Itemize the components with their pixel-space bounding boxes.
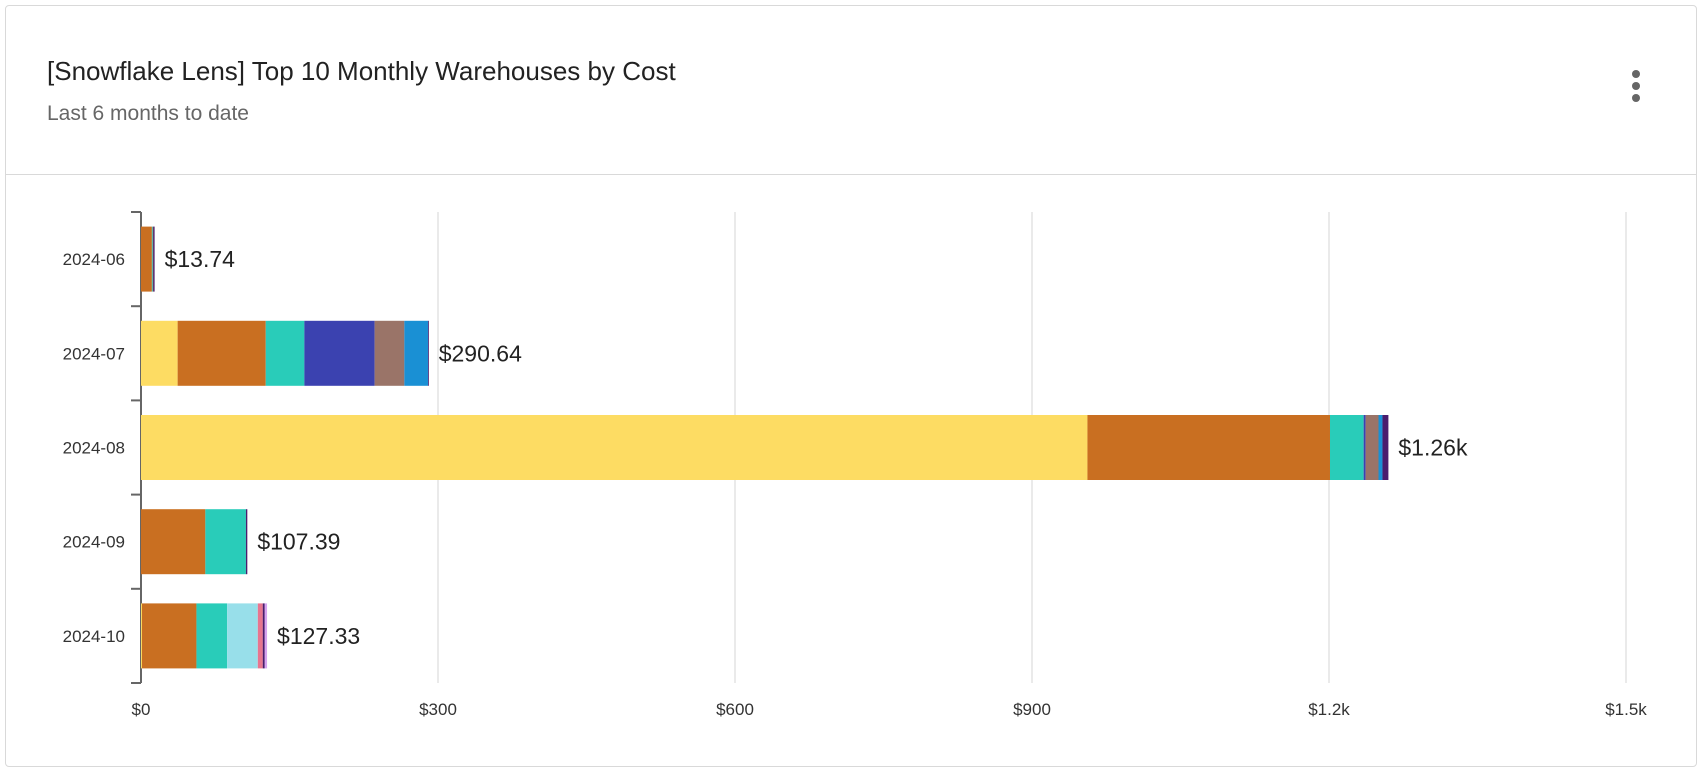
total-label: $107.39 [257,529,340,555]
bar-segment [245,509,248,575]
bar-segment [404,320,429,386]
total-label: $13.74 [165,246,236,272]
bar-segment [264,603,268,669]
bar-segment [304,320,375,386]
bar-segment [141,603,197,669]
bar-segment [1363,415,1366,480]
bar-segment [262,603,265,669]
bar-segment [374,320,405,386]
bar-segment [265,320,305,386]
bar-segment [1365,415,1379,480]
bar-segment [1087,415,1330,480]
chart-title: [Snowflake Lens] Top 10 Monthly Warehous… [47,56,676,86]
y-tick-label: 2024-10 [63,627,125,646]
bar-segment [257,603,263,669]
total-label: $290.64 [439,340,522,366]
total-label: $1.26k [1398,435,1468,461]
chart-card: [Snowflake Lens] Top 10 Monthly Warehous… [5,5,1697,767]
bar-segment [1382,415,1389,480]
more-vertical-icon[interactable] [1626,70,1646,110]
x-tick-label: $1.5k [1605,700,1647,719]
bar-segment [428,320,429,386]
y-tick-label: 2024-09 [63,533,125,552]
bar-segment [227,603,258,669]
bar-segment [153,226,155,292]
header-divider [6,174,1696,175]
bar-segment [141,415,1088,480]
bar-segment [1329,415,1364,480]
x-tick-label: $600 [716,700,754,719]
y-tick-label: 2024-08 [63,439,125,458]
bar-segment [141,320,178,386]
bar-segment [151,226,153,292]
bar-segment [152,226,154,292]
bar-segment [196,603,228,669]
bar-segment [141,226,152,292]
bar-segment [141,603,142,669]
y-tick-label: 2024-07 [63,344,125,363]
bar-segment [1378,415,1383,480]
chart-subtitle: Last 6 months to date [47,102,249,125]
bar-segment [205,509,246,575]
x-tick-label: $900 [1013,700,1051,719]
x-tick-label: $300 [419,700,457,719]
bar-segment [177,320,266,386]
x-tick-label: $0 [132,700,151,719]
x-tick-label: $1.2k [1308,700,1350,719]
y-tick-label: 2024-06 [63,250,125,269]
total-label: $127.33 [277,623,360,649]
bar-segment [141,509,206,575]
